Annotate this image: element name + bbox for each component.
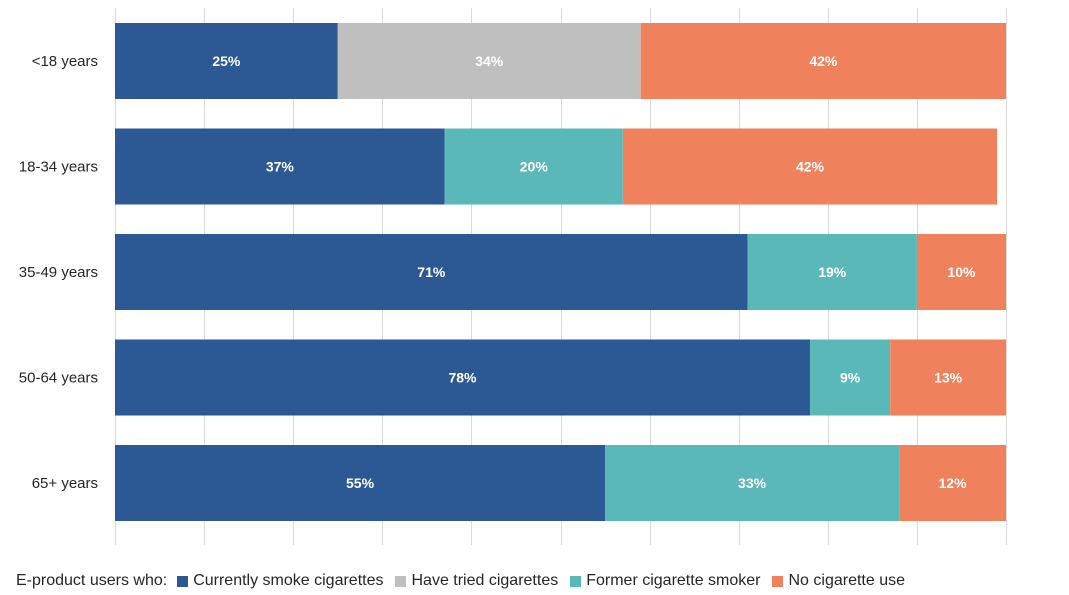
legend-swatch <box>570 576 581 587</box>
data-label: 20% <box>520 159 549 175</box>
legend-item-former-smoker: Former cigarette smoker <box>570 572 760 590</box>
data-label: 33% <box>738 475 767 491</box>
data-label: 42% <box>809 53 838 69</box>
data-label: 25% <box>212 53 241 69</box>
legend-swatch <box>177 576 188 587</box>
data-label: 10% <box>947 264 976 280</box>
legend-item-no-use: No cigarette use <box>772 572 905 590</box>
data-label: 55% <box>346 475 375 491</box>
legend-swatch <box>395 576 406 587</box>
category-label: 18-34 years <box>19 159 98 176</box>
data-label: 13% <box>934 370 963 386</box>
data-label: 42% <box>796 159 825 175</box>
stacked-bar-chart: <18 years 25% 34% 42% 18-34 years 37% 20% 42% 35… <box>0 0 1069 560</box>
legend-label: No cigarette use <box>788 572 905 590</box>
data-label: 19% <box>818 264 847 280</box>
data-label: 37% <box>266 159 295 175</box>
legend-title: E-product users who: <box>16 572 167 590</box>
legend-label: Currently smoke cigarettes <box>193 572 383 590</box>
data-label: 12% <box>939 475 968 491</box>
category-label: 65+ years <box>32 475 98 492</box>
legend-label: Have tried cigarettes <box>411 572 558 590</box>
data-label: 34% <box>475 53 504 69</box>
legend-item-have-tried: Have tried cigarettes <box>395 572 558 590</box>
legend-label: Former cigarette smoker <box>586 572 760 590</box>
category-label: 35-49 years <box>19 264 98 281</box>
data-label: 78% <box>448 370 477 386</box>
legend: E-product users who: Currently smoke cig… <box>16 572 905 590</box>
data-label: 71% <box>417 264 446 280</box>
legend-swatch <box>772 576 783 587</box>
legend-item-currently-smoke: Currently smoke cigarettes <box>177 572 383 590</box>
data-label: 9% <box>840 370 861 386</box>
category-label: <18 years <box>32 53 98 70</box>
category-label: 50-64 years <box>19 370 98 387</box>
